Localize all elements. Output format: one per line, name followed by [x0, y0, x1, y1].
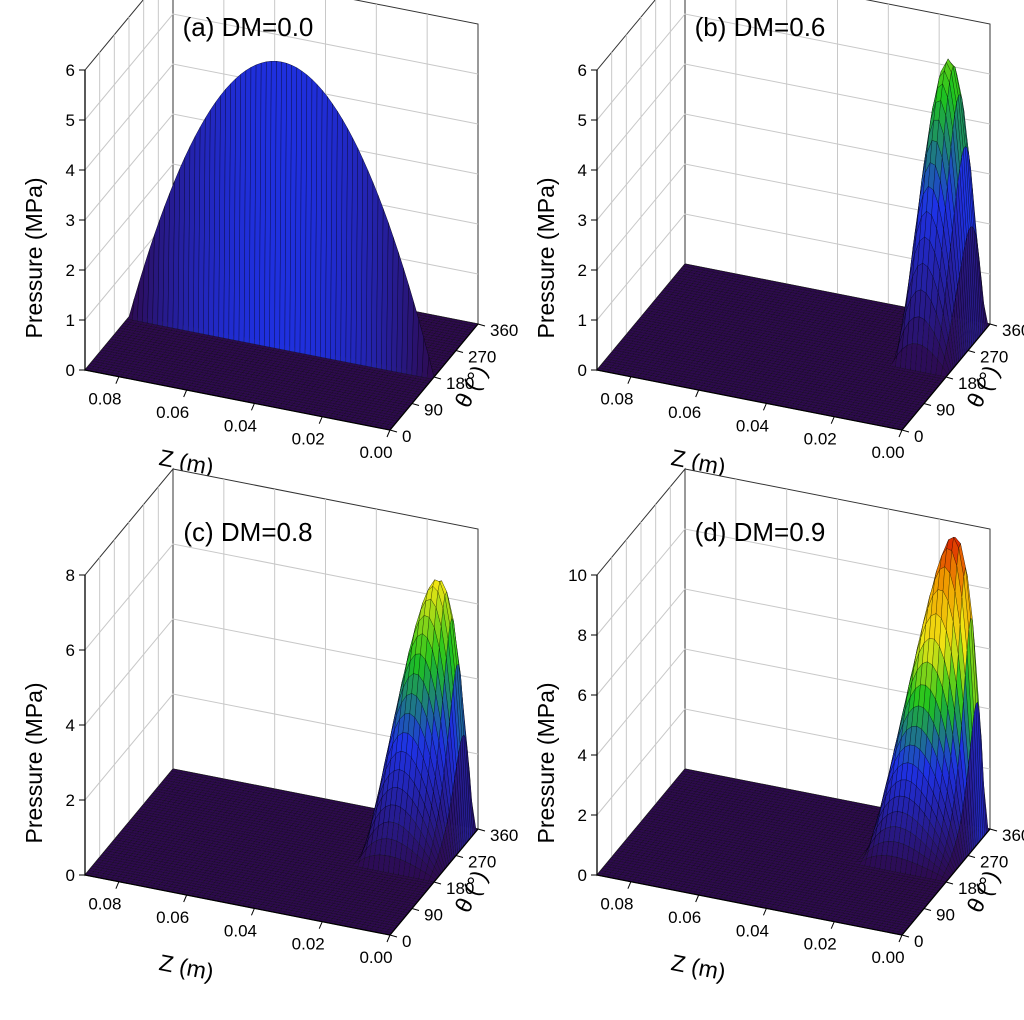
z-tick [386, 429, 391, 438]
pressure-axis-label: Pressure (MPa) [21, 177, 47, 338]
grid-line [84, 113, 479, 221]
panel-title: (a) DM=0.0 [183, 12, 314, 42]
z-tick [183, 389, 188, 398]
theta-tick [455, 350, 464, 353]
z-tick-label: 0.06 [156, 403, 189, 422]
pressure-tick-label: 1 [66, 311, 75, 330]
pressure-tick-label: 2 [66, 261, 75, 280]
z-tick [318, 416, 323, 424]
panel-a: 0.080.060.040.020.000901802703600123456Z… [21, 0, 518, 480]
grid-line [84, 13, 479, 121]
pressure-surface [84, 61, 479, 431]
panel-b: 0.080.060.040.020.000901802703600123456Z… [533, 0, 1024, 480]
z-tick [115, 376, 120, 384]
theta-tick [411, 403, 420, 406]
z-tick-label: 0.04 [224, 416, 257, 435]
z-tick-label: 0.00 [359, 443, 392, 462]
z-tick-label: 0.02 [292, 430, 325, 449]
z-tick [250, 403, 255, 411]
pressure-tick-label: 5 [66, 111, 75, 130]
theta-tick [389, 429, 398, 433]
theta-tick-label: 90 [424, 401, 443, 420]
theta-tick-label: 0 [402, 427, 411, 446]
theta-tick [477, 323, 486, 327]
theta-tick-label: 360 [490, 321, 518, 340]
theta-axis-label: θ (°) [449, 361, 492, 412]
grid-line [84, 63, 479, 171]
z-tick-label: 0.08 [88, 390, 121, 409]
pressure-tick-label: 0 [66, 361, 75, 380]
pressure-tick-label: 3 [66, 211, 75, 230]
pressure-tick-label: 4 [66, 161, 75, 180]
theta-tick [433, 376, 442, 380]
pressure-tick-label: 6 [66, 61, 75, 80]
